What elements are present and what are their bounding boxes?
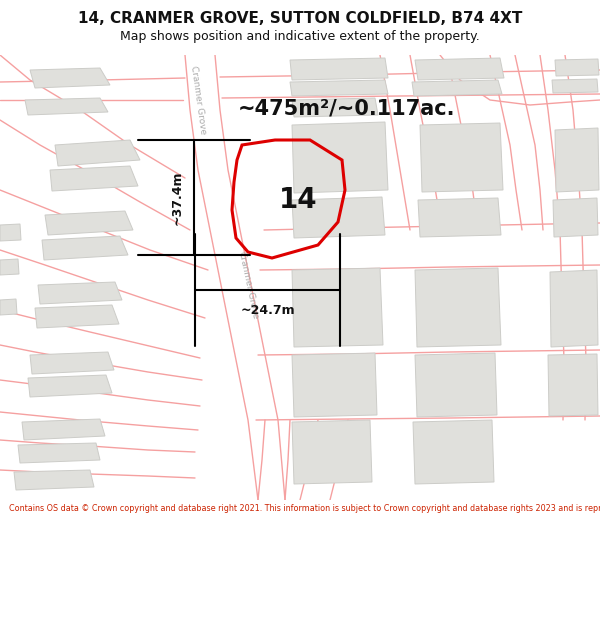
Polygon shape [552, 79, 598, 93]
Polygon shape [555, 128, 599, 192]
Polygon shape [28, 375, 112, 397]
Polygon shape [25, 98, 108, 115]
Text: 14, CRANMER GROVE, SUTTON COLDFIELD, B74 4XT: 14, CRANMER GROVE, SUTTON COLDFIELD, B74… [78, 11, 522, 26]
Polygon shape [292, 197, 385, 238]
Polygon shape [0, 299, 17, 315]
Text: Cranmer-Grove: Cranmer-Grove [236, 250, 260, 320]
Polygon shape [550, 270, 598, 347]
Text: ~24.7m: ~24.7m [240, 304, 295, 317]
Polygon shape [45, 211, 133, 235]
Polygon shape [18, 443, 100, 463]
Text: ~37.4m: ~37.4m [171, 170, 184, 225]
Polygon shape [38, 282, 122, 304]
Text: Contains OS data © Crown copyright and database right 2021. This information is : Contains OS data © Crown copyright and d… [9, 504, 600, 512]
Polygon shape [30, 352, 114, 374]
Polygon shape [412, 80, 502, 96]
Text: Map shows position and indicative extent of the property.: Map shows position and indicative extent… [120, 30, 480, 43]
Polygon shape [50, 166, 138, 191]
Polygon shape [548, 354, 598, 416]
Polygon shape [555, 59, 599, 76]
Polygon shape [415, 58, 504, 80]
Polygon shape [292, 353, 377, 417]
Polygon shape [292, 122, 388, 193]
Polygon shape [22, 419, 105, 440]
Polygon shape [420, 123, 503, 192]
Text: Cranmer Grove: Cranmer Grove [189, 65, 207, 135]
Polygon shape [292, 268, 383, 347]
Polygon shape [0, 224, 21, 241]
Polygon shape [292, 98, 378, 117]
Polygon shape [55, 140, 140, 166]
Text: 14: 14 [278, 186, 317, 214]
Polygon shape [553, 198, 598, 237]
Polygon shape [30, 68, 110, 88]
Polygon shape [413, 420, 494, 484]
Polygon shape [415, 353, 497, 417]
Polygon shape [290, 58, 388, 80]
Polygon shape [0, 259, 19, 275]
Polygon shape [35, 305, 119, 328]
Polygon shape [42, 236, 128, 260]
Text: ~475m²/~0.117ac.: ~475m²/~0.117ac. [238, 98, 455, 118]
Polygon shape [415, 268, 501, 347]
Polygon shape [418, 198, 501, 237]
Polygon shape [292, 420, 372, 484]
Polygon shape [290, 80, 388, 96]
Polygon shape [14, 470, 94, 490]
